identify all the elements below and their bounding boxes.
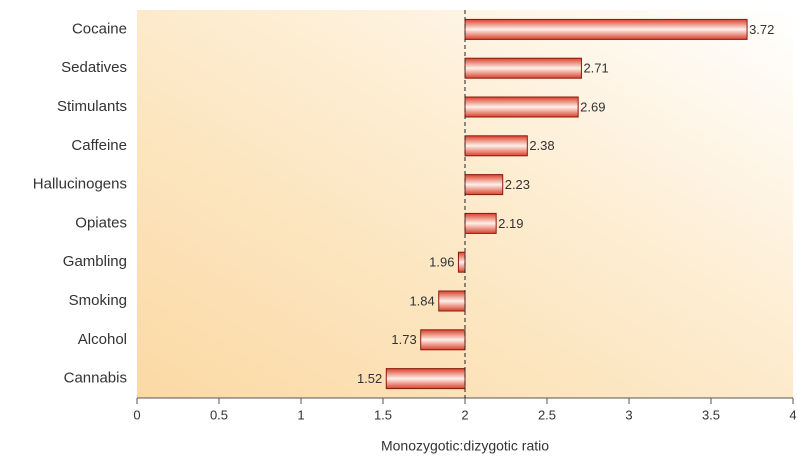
value-label: 2.71 bbox=[583, 61, 608, 76]
bar bbox=[457, 251, 466, 273]
bar bbox=[420, 329, 466, 351]
bar bbox=[464, 18, 748, 40]
value-label: 3.72 bbox=[749, 22, 774, 37]
x-tick-label: 1.5 bbox=[374, 407, 392, 422]
value-label: 2.19 bbox=[498, 216, 523, 231]
bar bbox=[464, 57, 582, 79]
value-label: 2.23 bbox=[505, 177, 530, 192]
x-tick-label: 2 bbox=[461, 407, 468, 422]
y-tick-label: Sedatives bbox=[61, 59, 127, 76]
value-label: 1.84 bbox=[409, 293, 434, 308]
bar bbox=[464, 135, 528, 157]
bar bbox=[438, 290, 466, 312]
value-label: 1.96 bbox=[429, 255, 454, 270]
x-tick-label: 1 bbox=[297, 407, 304, 422]
x-tick-label: 4 bbox=[789, 407, 796, 422]
x-tick-label: 3.5 bbox=[702, 407, 720, 422]
x-tick-label: 0 bbox=[133, 407, 140, 422]
x-tick-label: 3 bbox=[625, 407, 632, 422]
bar bbox=[385, 368, 466, 390]
value-label: 1.52 bbox=[357, 371, 382, 386]
y-tick-label: Alcohol bbox=[78, 331, 127, 348]
y-tick-label: Opiates bbox=[75, 214, 127, 231]
x-axis-label: Monozygotic:dizygotic ratio bbox=[381, 438, 549, 454]
value-label: 2.38 bbox=[529, 138, 554, 153]
value-label: 2.69 bbox=[580, 99, 605, 114]
y-tick-label: Caffeine bbox=[71, 137, 127, 154]
y-tick-label: Hallucinogens bbox=[33, 176, 127, 193]
y-tick-label: Smoking bbox=[69, 292, 127, 309]
bar bbox=[464, 96, 579, 118]
y-tick-label: Cocaine bbox=[72, 20, 127, 37]
y-tick-label: Cannabis bbox=[64, 370, 127, 387]
x-tick-label: 0.5 bbox=[210, 407, 228, 422]
bar bbox=[464, 174, 504, 196]
value-label: 1.73 bbox=[391, 332, 416, 347]
y-tick-label: Stimulants bbox=[57, 98, 127, 115]
bar bbox=[464, 212, 497, 234]
y-tick-label: Gambling bbox=[63, 253, 127, 270]
x-tick-label: 2.5 bbox=[538, 407, 556, 422]
